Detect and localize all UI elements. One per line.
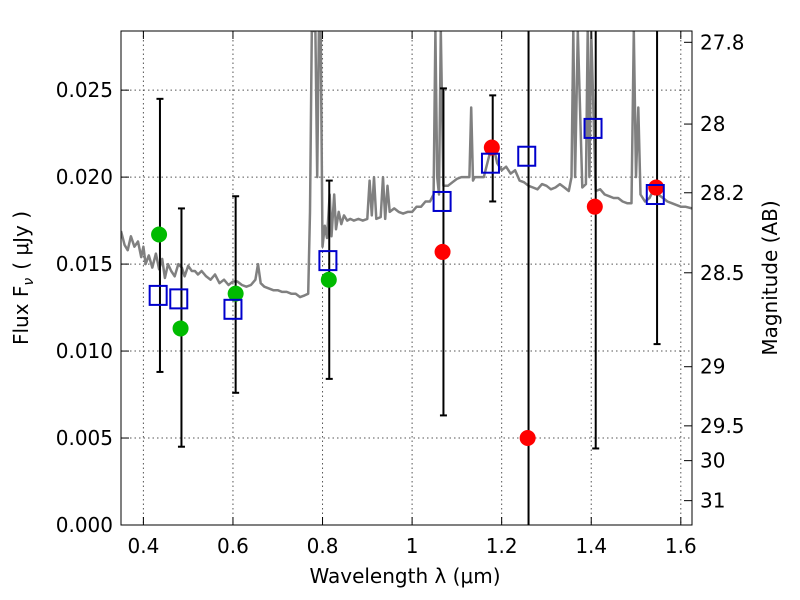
right-tick-label: 27.8: [700, 30, 745, 54]
y-axis-title-left: Flux Fν ( μJy ): [9, 211, 37, 345]
template-spectrum-line: [121, 31, 692, 299]
y-tick-label: 0.005: [56, 426, 113, 450]
observed-nir-point: [648, 179, 665, 196]
y-axis-title-subscript: ν: [21, 278, 37, 286]
right-tick-label: 28: [700, 112, 725, 136]
model-photometry-point: [169, 288, 189, 310]
template-spectrum: [121, 31, 692, 299]
observed-nir-point: [586, 198, 603, 215]
y-axis-title-right: Magnitude (AB): [758, 200, 782, 355]
observed-optical-point: [227, 285, 244, 302]
x-tick-label: 0.4: [127, 534, 159, 558]
y-tick-label: 0.010: [56, 339, 113, 363]
model-photometry-point: [432, 190, 452, 212]
x-axis-title: Wavelength λ (μm): [309, 564, 500, 588]
x-tick-label: 1.2: [486, 534, 518, 558]
model-photometry-point: [517, 145, 537, 167]
observed-optical-point: [151, 226, 168, 243]
y-axis-ticks: 0.000 0.005 0.010 0.015 0.020 0.025: [56, 78, 129, 537]
x-axis-ticks: 0.4 0.6 0.8 1 1.2 1.4 1.6: [127, 31, 697, 558]
model-photometry-point: [318, 250, 338, 272]
y-axis-title-flux: Flux F: [9, 286, 33, 345]
right-tick-label: 30: [700, 449, 725, 473]
y-tick-label: 0.025: [56, 78, 113, 102]
model-photometry-point: [480, 152, 500, 174]
right-tick-label: 31: [700, 489, 725, 513]
y-tick-label: 0.015: [56, 252, 113, 276]
data-points: [148, 117, 665, 447]
x-tick-label: 1: [406, 534, 419, 558]
x-tick-label: 1.4: [575, 534, 607, 558]
observed-nir-point: [434, 243, 451, 260]
y-tick-label: 0.020: [56, 165, 113, 189]
right-tick-label: 29: [700, 355, 725, 379]
observed-nir-point: [519, 430, 536, 447]
right-axis-ticks: 27.8 28 28.2 28.5 29 29.5 30 31: [684, 30, 745, 513]
x-tick-label: 0.6: [217, 534, 249, 558]
y-axis-title-unit: ( μJy ): [9, 211, 33, 270]
model-photometry-point: [645, 184, 665, 206]
plot-frame: [120, 30, 693, 526]
x-tick-label: 1.6: [665, 534, 697, 558]
observed-optical-point: [172, 320, 189, 337]
right-tick-label: 28.2: [700, 181, 745, 205]
right-tick-label: 28.5: [700, 261, 745, 285]
model-photometry-point: [148, 284, 168, 306]
observed-optical-point: [320, 271, 337, 288]
model-photometry-point: [583, 117, 603, 139]
observed-nir-point: [483, 139, 500, 156]
model-photometry-point: [223, 298, 243, 320]
right-tick-label: 29.5: [700, 414, 745, 438]
x-tick-label: 0.8: [307, 534, 339, 558]
y-tick-label: 0.000: [56, 513, 113, 537]
